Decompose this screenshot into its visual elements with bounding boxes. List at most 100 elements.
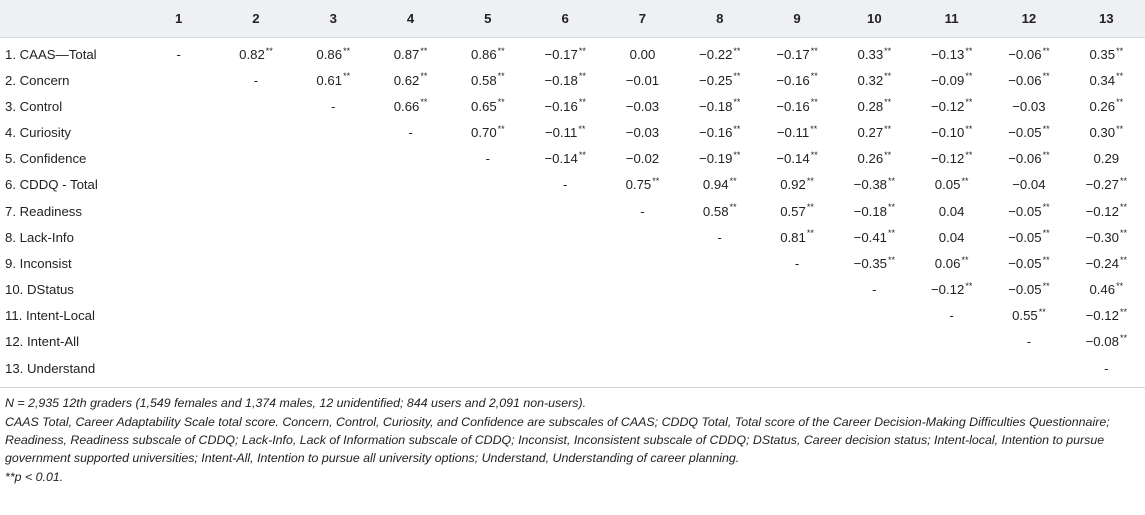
significance-marker: ** [1116, 45, 1124, 56]
table-notes: N = 2,935 12th graders (1,549 females an… [0, 388, 1145, 486]
significance-marker: ** [965, 280, 973, 291]
significance-marker: ** [1042, 202, 1050, 213]
correlation-cell [681, 303, 758, 329]
significance-marker: ** [884, 71, 892, 82]
column-header: 8 [681, 0, 759, 38]
significance-marker: ** [733, 149, 741, 160]
correlation-cell: 0.04 [938, 229, 965, 245]
correlation-cell [527, 329, 604, 355]
significance-marker: ** [888, 228, 896, 239]
correlation-cell: −0.14** [544, 149, 586, 167]
correlation-cell [295, 277, 372, 303]
significance-marker: ** [965, 149, 973, 160]
correlation-cell: −0.05** [1008, 202, 1050, 219]
correlation-cell: 0.61** [316, 71, 351, 88]
significance-marker: ** [810, 45, 818, 56]
significance-marker: ** [961, 175, 969, 186]
correlation-cell: −0.05** [1008, 123, 1050, 140]
correlation-cell: 0.70** [471, 123, 505, 140]
correlation-cell [217, 355, 294, 381]
correlation-cell: - [253, 72, 259, 88]
row-label: 5. Confidence [5, 151, 87, 167]
correlation-cell [140, 329, 217, 355]
correlation-cell [990, 355, 1067, 381]
significance-marker: ** [810, 123, 818, 134]
correlation-cell [836, 329, 913, 355]
correlation-cell: −0.24** [1085, 254, 1127, 271]
correlation-cell [295, 198, 372, 224]
correlation-cell [217, 277, 294, 303]
significance-marker: ** [965, 123, 973, 134]
correlation-cell [372, 172, 449, 198]
correlation-cell [449, 198, 526, 224]
correlation-cell [604, 329, 681, 355]
significance-marker: ** [884, 149, 892, 160]
correlation-cell [758, 277, 835, 303]
significance-marker: ** [965, 97, 973, 108]
correlation-cell [140, 250, 217, 276]
correlation-cell: 0.66** [393, 97, 428, 114]
correlation-cell: 0.87** [393, 45, 428, 63]
header-blank-cell [0, 0, 141, 38]
correlation-cell: 0.94** [702, 175, 737, 193]
correlation-cell [295, 303, 372, 329]
correlation-cell: −0.05** [1008, 228, 1050, 245]
correlation-cell [681, 277, 758, 303]
correlation-table: 1 2 3 4 5 6 7 8 9 10 11 12 13 1. CAAS—Total -0.82** 0.… [0, 0, 1145, 381]
significance-marker: ** [1119, 175, 1127, 186]
correlation-cell: 0.58** [471, 71, 505, 88]
correlation-cell [140, 277, 217, 303]
correlation-cell: −0.13** [930, 45, 973, 63]
correlation-cell [295, 355, 372, 381]
significance-marker: ** [420, 97, 428, 108]
correlation-cell [604, 277, 681, 303]
column-header: 3 [294, 0, 372, 38]
correlation-cell [140, 172, 217, 198]
significance-marker: ** [1042, 228, 1050, 239]
correlation-cell: −0.17** [544, 45, 586, 63]
significance-marker: ** [578, 123, 586, 134]
significance-marker: ** [652, 175, 660, 186]
correlation-cell [217, 303, 294, 329]
significance-marker: ** [965, 71, 973, 82]
significance-marker: ** [810, 149, 818, 160]
row-label: 3. Control [5, 98, 63, 114]
table-row: 1. CAAS—Total - 0.82** 0.86** 0.87** 0.86** −0… [0, 37, 1145, 67]
correlation-cell: - [717, 229, 722, 245]
correlation-cell [449, 250, 526, 276]
correlation-cell: 0.33** [857, 45, 892, 63]
correlation-cell: −0.09** [930, 71, 973, 88]
correlation-cell [217, 146, 294, 172]
correlation-cell [836, 355, 913, 381]
correlation-cell [295, 172, 372, 198]
correlation-cell [295, 329, 372, 355]
table-row: 11. Intent-Local - 0.55** −0.12** [0, 303, 1145, 329]
correlation-cell: −0.08** [1085, 333, 1127, 350]
correlation-cell [295, 119, 372, 145]
correlation-cell: - [176, 47, 181, 63]
table-bottom-rule [0, 387, 1145, 389]
significance-marker: ** [578, 71, 586, 82]
significance-marker: ** [343, 71, 351, 82]
correlation-cell [527, 198, 604, 224]
significance-marker: ** [578, 97, 586, 108]
correlation-cell: −0.16** [776, 71, 818, 88]
row-label: 2. Concern [5, 72, 70, 88]
significance-marker: ** [1119, 228, 1127, 239]
significance-marker: ** [1038, 306, 1046, 317]
correlation-cell: −0.18** [699, 97, 741, 114]
correlation-cell [217, 198, 294, 224]
correlation-cell: −0.10** [930, 123, 973, 140]
row-label: 4. Curiosity [5, 124, 71, 140]
correlation-cell: 0.05** [934, 175, 969, 193]
correlation-cell: 0.86** [316, 45, 351, 63]
correlation-cell [140, 198, 217, 224]
row-label: 13. Understand [5, 360, 96, 376]
significance-marker: ** [888, 254, 896, 265]
correlation-cell [295, 224, 372, 250]
correlation-cell: 0.06** [934, 254, 969, 271]
significance-marker: ** [420, 45, 428, 56]
correlation-cell [372, 146, 449, 172]
significance-marker: ** [420, 71, 428, 82]
correlation-cell: −0.16** [544, 97, 586, 114]
